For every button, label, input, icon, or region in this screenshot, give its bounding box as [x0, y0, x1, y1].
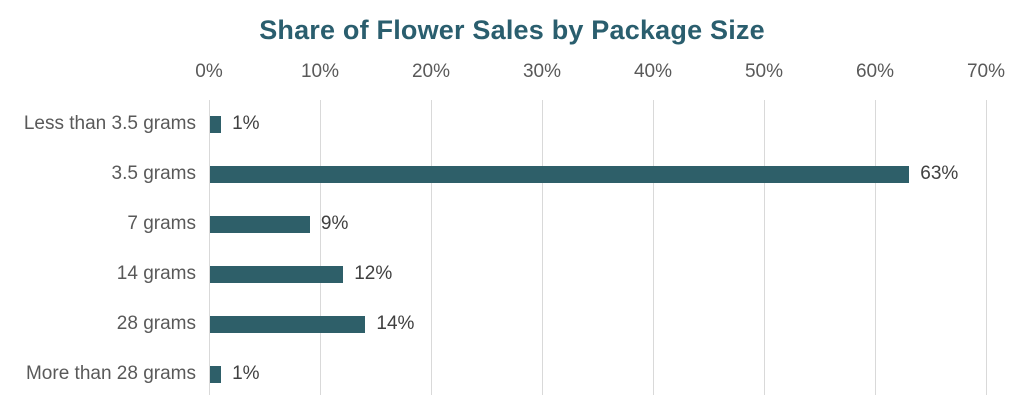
bar: [210, 165, 910, 183]
gridline: [320, 100, 321, 395]
category-label: 3.5 grams: [111, 163, 196, 184]
chart-title: Share of Flower Sales by Package Size: [259, 15, 765, 45]
bar: [210, 215, 310, 233]
gridline: [653, 100, 654, 395]
value-label: 9%: [320, 213, 349, 234]
gridline: [764, 100, 765, 395]
x-axis-tick-label: 30%: [522, 61, 562, 82]
gridline: [542, 100, 543, 395]
value-label: 1%: [232, 363, 260, 384]
x-axis-tick-label: 0%: [195, 61, 223, 82]
value-label: 12%: [354, 263, 393, 284]
gridline: [431, 100, 432, 395]
bar: [210, 265, 344, 283]
x-axis-tick-label: 50%: [744, 61, 784, 82]
category-label: 7 grams: [127, 213, 196, 234]
value-label: 63%: [920, 163, 959, 184]
value-label: 14%: [376, 313, 415, 334]
x-axis-tick-label: 70%: [966, 61, 1006, 82]
x-axis-tick-label: 20%: [411, 61, 451, 82]
gridline: [875, 100, 876, 395]
bar: [210, 315, 366, 333]
category-label: More than 28 grams: [25, 363, 196, 384]
x-axis-tick-label: 40%: [633, 61, 673, 82]
bar: [210, 365, 222, 383]
bar: [210, 115, 222, 133]
value-label: 1%: [232, 113, 260, 134]
gridline: [209, 100, 210, 395]
category-label: 28 grams: [116, 313, 196, 334]
gridline: [986, 100, 987, 395]
x-axis-tick-label: 60%: [855, 61, 895, 82]
x-axis-tick-label: 10%: [300, 61, 340, 82]
category-label: Less than 3.5 grams: [23, 113, 196, 134]
category-label: 14 grams: [116, 263, 196, 284]
